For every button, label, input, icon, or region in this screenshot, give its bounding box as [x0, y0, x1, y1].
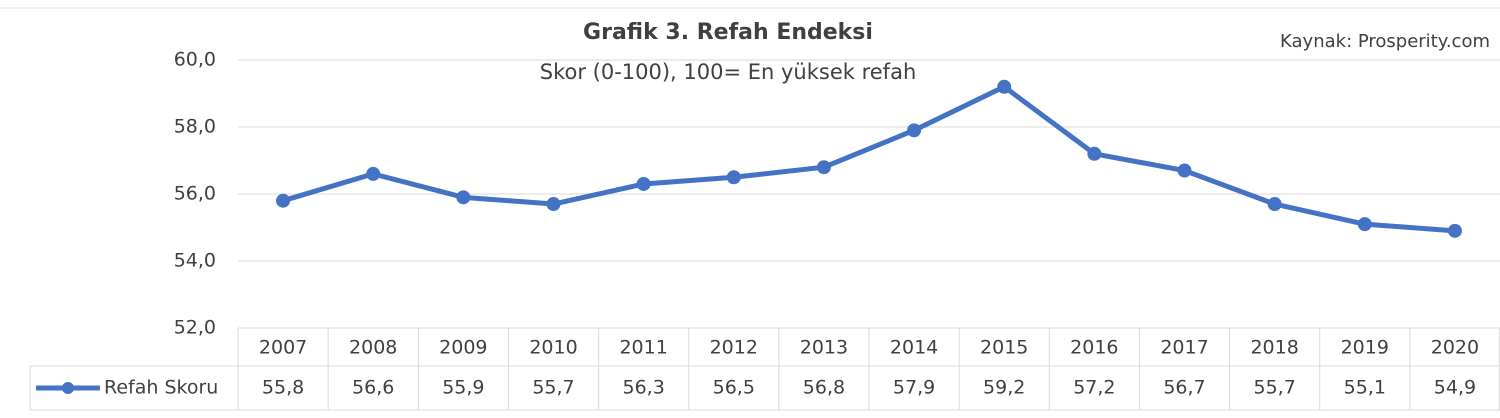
y-tick-label: 52,0 [174, 317, 216, 339]
table-value: 56,6 [352, 377, 394, 399]
table-value: 57,9 [893, 377, 935, 399]
marker [546, 197, 561, 212]
marker [1267, 197, 1282, 212]
x-tick-label: 2020 [1431, 337, 1479, 359]
chart-title: Grafik 3. Refah Endeksi [583, 20, 873, 45]
marker [366, 166, 381, 181]
x-tick-label: 2019 [1341, 337, 1389, 359]
source: Kaynak: Prosperity.com [1280, 31, 1490, 52]
legend-marker [62, 382, 74, 394]
table-value: 55,8 [262, 377, 304, 399]
marker [1357, 217, 1372, 232]
x-tick-label: 2013 [800, 337, 848, 359]
x-tick-label: 2018 [1250, 337, 1298, 359]
table-value: 56,8 [803, 377, 845, 399]
marker [456, 190, 471, 205]
x-tick-label: 2015 [980, 337, 1028, 359]
line [282, 84, 1456, 234]
y-tick-label: 60,0 [174, 49, 216, 71]
x-tick-label: 2014 [890, 337, 938, 359]
x-tick-label: 2009 [439, 337, 487, 359]
table-value: 55,7 [532, 377, 574, 399]
marker [997, 79, 1012, 94]
marker [1087, 146, 1102, 161]
marker [816, 160, 831, 175]
table-value: 55,9 [442, 377, 484, 399]
y-tick-label: 54,0 [174, 250, 216, 272]
x-tick-label: 2017 [1160, 337, 1208, 359]
table-value: 55,1 [1344, 377, 1386, 399]
marker [907, 123, 922, 138]
table-value: 56,3 [622, 377, 664, 399]
marker [1447, 223, 1462, 238]
x-tick-label: 2010 [529, 337, 577, 359]
marker [1177, 163, 1192, 178]
table-value: 56,7 [1163, 377, 1205, 399]
table-value: 57,2 [1073, 377, 1115, 399]
chart-subtitle: Skor (0-100), 100= En yüksek refah [540, 60, 917, 84]
table-value: 54,9 [1434, 377, 1476, 399]
x-tick-label: 2012 [710, 337, 758, 359]
table-value: 55,7 [1253, 377, 1295, 399]
y-tick-label: 58,0 [174, 116, 216, 138]
y-tick-label: 56,0 [174, 183, 216, 205]
marker [726, 170, 741, 185]
marker [636, 176, 651, 191]
table-value: 59,2 [983, 377, 1025, 399]
marker [276, 193, 291, 208]
legend-label: Refah Skoru [104, 377, 218, 399]
x-tick-label: 2011 [619, 337, 667, 359]
table-value: 56,5 [713, 377, 755, 399]
x-tick-label: 2008 [349, 337, 397, 359]
x-tick-label: 2016 [1070, 337, 1118, 359]
x-tick-label: 2007 [259, 337, 307, 359]
